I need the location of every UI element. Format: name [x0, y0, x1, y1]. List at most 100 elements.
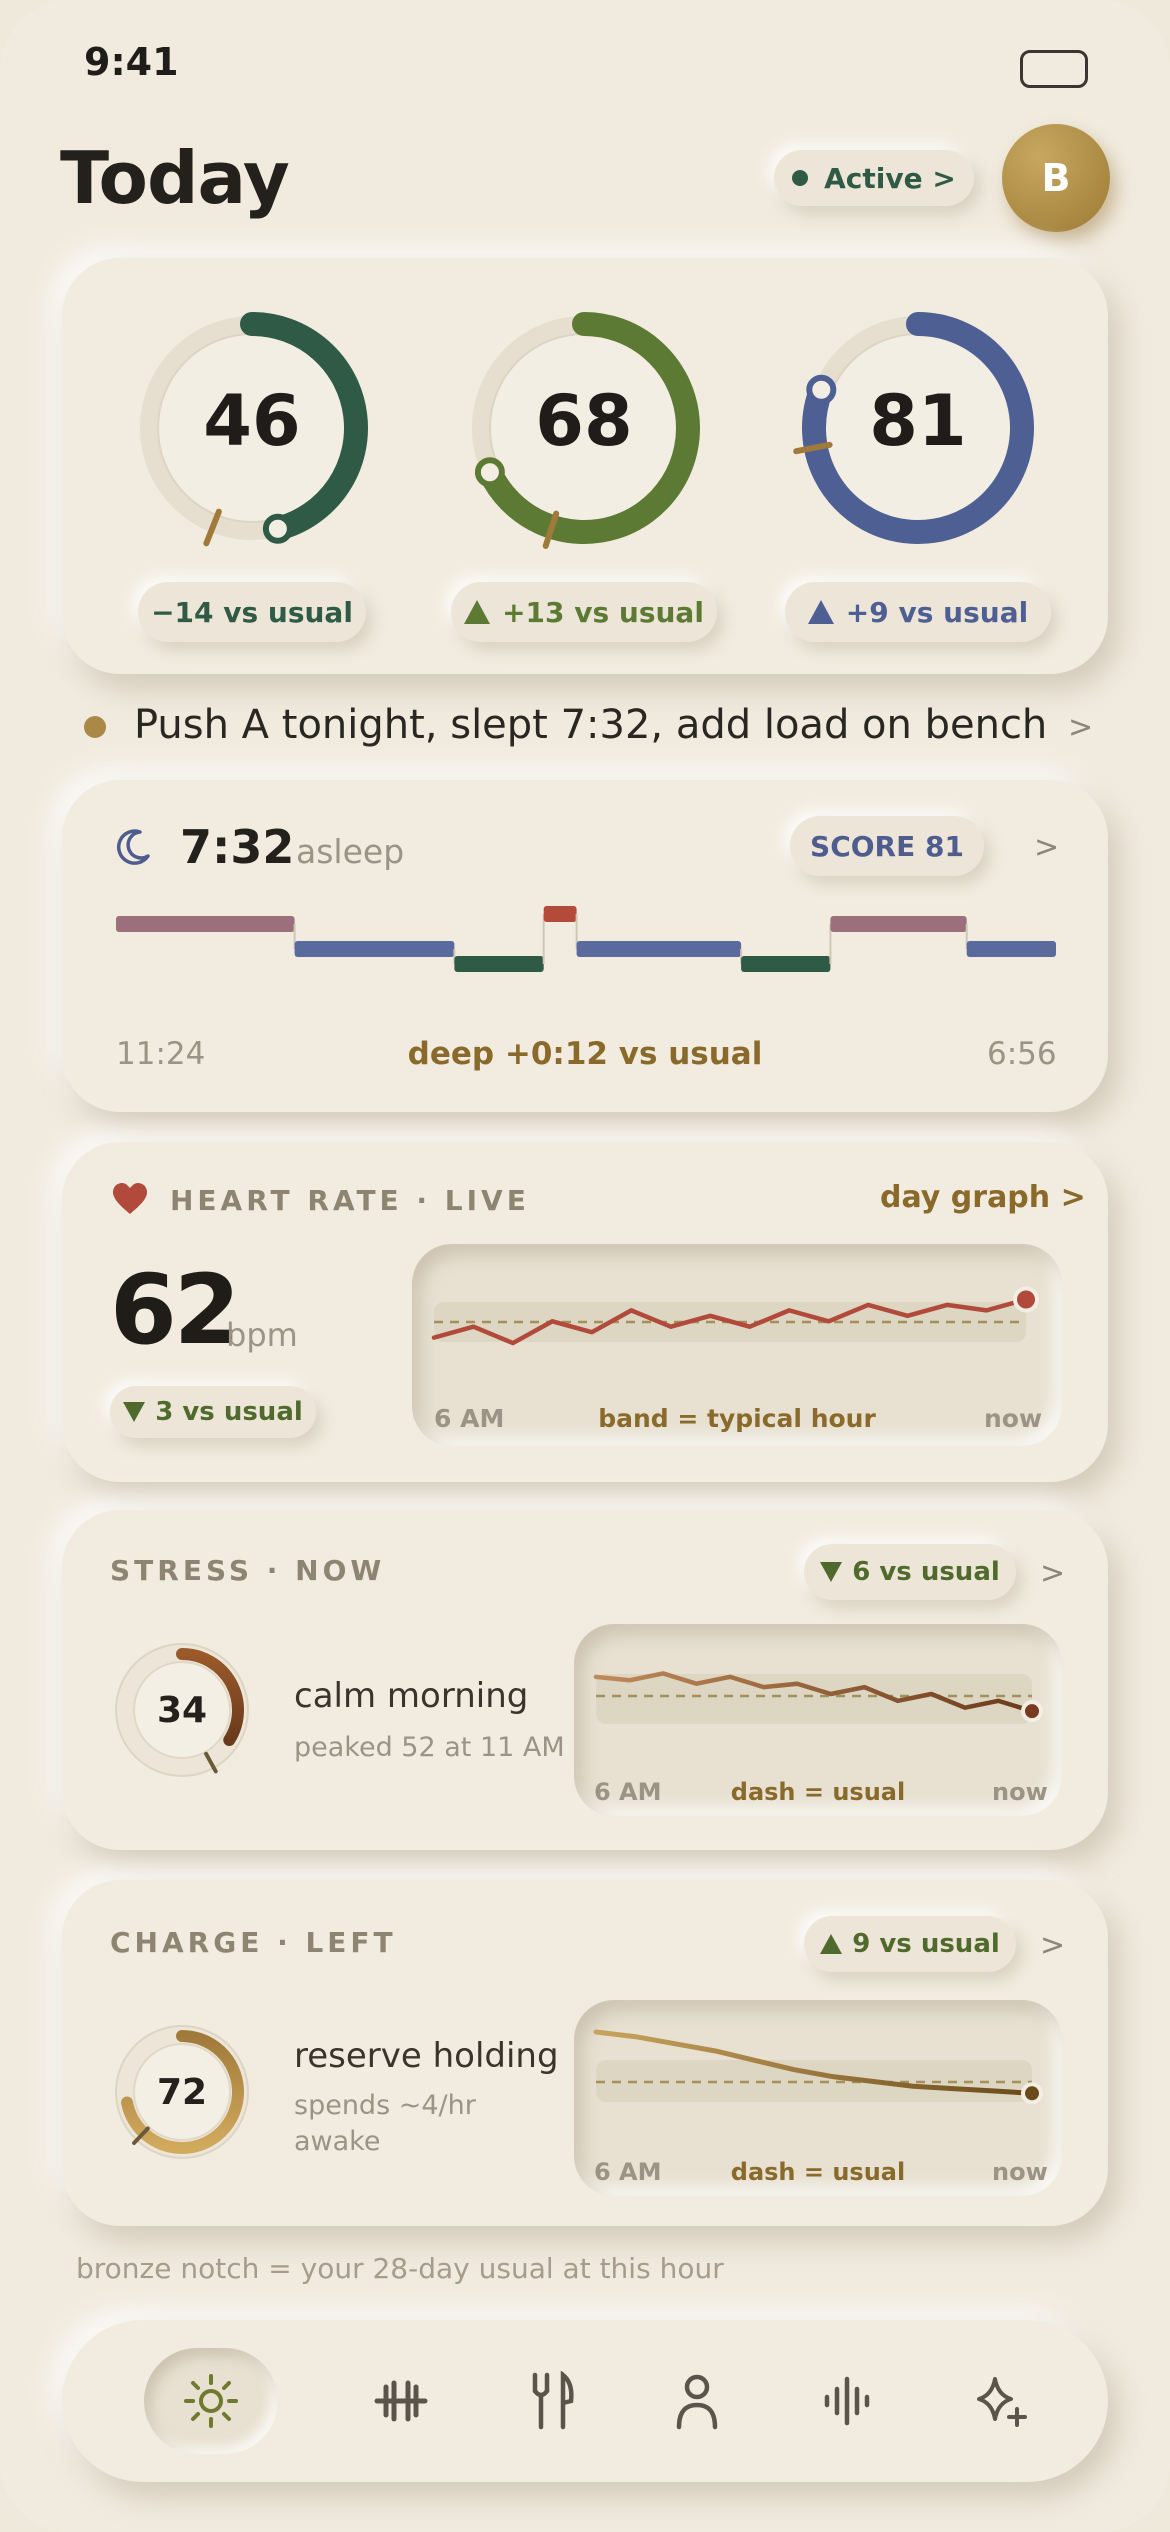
ring-value: 46 [203, 380, 301, 462]
sleep-duration-label: asleep [296, 832, 405, 871]
tab-today[interactable] [146, 2348, 276, 2454]
status-dot [792, 170, 809, 186]
heart-rate-chart [431, 1286, 1039, 1346]
typical-band [596, 2060, 1032, 2102]
current-point [1013, 1286, 1039, 1313]
charge-card[interactable]: CHARGE · LEFT 9 vs usual > 72 reserve ho… [62, 1880, 1108, 2226]
sleep-stage-segment [116, 916, 295, 932]
usual-notch [793, 441, 833, 455]
charge-chart [593, 2029, 1043, 2105]
ring-knob [806, 374, 837, 405]
stress-label: STRESS · NOW [110, 1554, 386, 1587]
heart-rate-chart-well[interactable]: 6 AM band = typical hour now [412, 1244, 1062, 1446]
down-triangle-icon [820, 1562, 843, 1582]
heart-rate-card[interactable]: HEART RATE · LIVE day graph > 62 bpm 3 v… [62, 1142, 1108, 1482]
stress-chevron: > [1040, 1556, 1066, 1591]
ring-value: 68 [535, 380, 633, 462]
heart-rate-value: 62 [110, 1254, 241, 1366]
heart-rate-delta-badge: 3 vs usual [110, 1386, 316, 1438]
sleep-chevron: > [1034, 830, 1060, 865]
rings-card: 46 −14 vs usual 68 +13 vs usual 81 +9 vs usua… [62, 258, 1108, 674]
insight-text: Push A tonight, slept 7:32, add load on … [134, 702, 1048, 748]
current-point [1021, 2082, 1043, 2105]
metric-ring-3[interactable]: 81 [788, 298, 1048, 558]
heart-rate-unit: bpm [226, 1316, 298, 1354]
tab-audio[interactable] [782, 2348, 912, 2454]
stress-axis-end: now [992, 1778, 1048, 1806]
tab-training[interactable] [336, 2348, 466, 2454]
charge-label: CHARGE · LEFT [110, 1926, 397, 1959]
charge-delta: 9 vs usual [852, 1929, 1000, 1959]
sleep-stage-segment [576, 941, 742, 957]
heart-chart-legend: band = typical hour [598, 1404, 876, 1433]
stress-delta-badge: 6 vs usual [804, 1544, 1016, 1600]
tab-profile[interactable] [632, 2348, 762, 2454]
stress-title: calm morning [294, 1676, 529, 1716]
footnote: bronze notch = your 28-day usual at this… [76, 2252, 724, 2285]
tab-coach[interactable] [936, 2348, 1066, 2454]
up-triangle-icon [820, 1934, 843, 1954]
down-triangle-icon [123, 1402, 146, 1422]
series-line [593, 2029, 1035, 2096]
charge-axis-end: now [992, 2158, 1048, 2186]
ring-progress-arc [477, 312, 700, 544]
ring-delta-text: +9 vs usual [845, 595, 1029, 629]
sleep-score-badge[interactable]: SCORE 81 [790, 816, 984, 876]
heart-axis-start: 6 AM [434, 1404, 505, 1433]
moon-icon [117, 829, 150, 865]
stress-card[interactable]: STRESS · NOW 6 vs usual > 34 calm mornin… [62, 1510, 1108, 1850]
ring-gauge [793, 312, 1034, 544]
sleep-stage-segment [741, 956, 831, 972]
battery-icon [1020, 50, 1088, 88]
heart-rate-label: HEART RATE · LIVE [170, 1184, 530, 1217]
ring-progress-arc [802, 312, 1034, 544]
waveform-icon [824, 2376, 870, 2426]
ring-value: 81 [869, 380, 967, 462]
sleep-start-time: 11:24 [116, 1036, 206, 1072]
ring-knob [262, 513, 293, 544]
charge-axis-start: 6 AM [594, 2158, 662, 2186]
sleep-stage-segment [454, 956, 544, 972]
status-pill-label: Active > [824, 161, 956, 195]
metric-ring-2[interactable]: 68 [454, 298, 714, 558]
sparkle-icon [977, 2377, 1027, 2427]
ring-delta-badge: +13 vs usual [451, 582, 717, 642]
charge-chevron: > [1040, 1928, 1066, 1963]
typical-band [596, 1674, 1032, 1724]
insight-dot [84, 716, 106, 738]
active-status-pill[interactable]: Active > [774, 150, 974, 206]
ring-gauge [140, 312, 368, 547]
tab-nutrition[interactable] [486, 2348, 616, 2454]
usual-notch [542, 510, 560, 549]
ring-knob [474, 457, 505, 488]
ring-progress-arc [240, 312, 368, 541]
stress-chart-legend: dash = usual [730, 1778, 906, 1806]
sleep-stage-segment [294, 941, 455, 957]
charge-chart-legend: dash = usual [730, 2158, 906, 2186]
ring-progress-arc [176, 1648, 244, 1747]
usual-notch [132, 2126, 150, 2146]
heart-rate-delta: 3 vs usual [155, 1397, 303, 1427]
stress-subtitle: peaked 52 at 11 AM [294, 1732, 565, 1763]
charge-title: reserve holding [294, 2036, 559, 2076]
series-line [431, 1297, 1029, 1346]
sleep-hypnogram [116, 906, 1056, 972]
charge-chart-well[interactable]: 6 AM dash = usual now [574, 2000, 1062, 2196]
sleep-score-label: SCORE 81 [810, 829, 964, 863]
charge-delta-badge: 9 vs usual [804, 1916, 1016, 1972]
avatar[interactable]: B [1002, 124, 1110, 232]
stress-chart-well[interactable]: 6 AM dash = usual now [574, 1624, 1062, 1816]
fork-knife-icon [532, 2371, 574, 2430]
sleep-end-time: 6:56 [987, 1036, 1057, 1072]
status-time: 9:41 [84, 40, 179, 84]
insight-row[interactable]: Push A tonight, slept 7:32, add load on … [62, 700, 1108, 760]
dumbbell-icon [374, 2380, 428, 2422]
charge-value: 72 [156, 2072, 208, 2113]
sleep-card[interactable]: 7:32 asleep SCORE 81 > 11:24 deep +0:12 … [62, 780, 1108, 1112]
ring-delta-text: +13 vs usual [502, 595, 704, 629]
stress-ring [115, 1643, 249, 1777]
current-point [1021, 1700, 1043, 1723]
day-graph-link[interactable]: day graph > [880, 1180, 1086, 1215]
metric-ring-1[interactable]: 46 [122, 298, 382, 558]
